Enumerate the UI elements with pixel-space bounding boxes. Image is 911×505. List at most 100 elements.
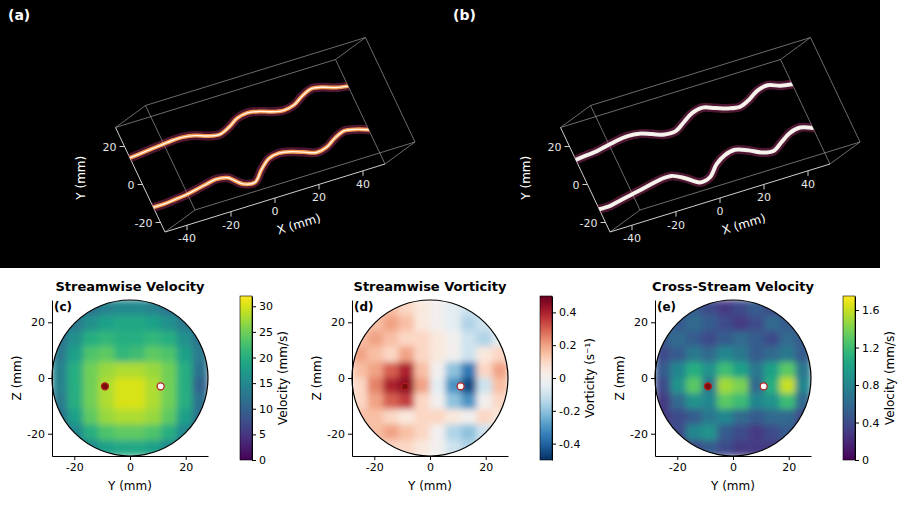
y-tick bbox=[48, 378, 52, 379]
heat-cell bbox=[352, 440, 368, 456]
heat-cell bbox=[655, 425, 671, 441]
colorbar-axis: -0.4-0.200.20.4 bbox=[552, 297, 580, 461]
box-edge bbox=[336, 38, 366, 60]
heatmap-panel: -20020-20020Y (mm)Z (mm)Streamwise Vorti… bbox=[310, 279, 597, 493]
render-panel: -40-2002040-20020X (mm)Y (mm)(b) bbox=[453, 7, 860, 245]
panel-label: (d) bbox=[354, 300, 374, 314]
heat-cell bbox=[130, 316, 146, 332]
heat-cell bbox=[192, 316, 208, 332]
tick: 20 bbox=[479, 456, 493, 474]
heat-cell bbox=[702, 347, 718, 363]
heat-cell bbox=[52, 378, 68, 394]
y-tick bbox=[138, 184, 143, 185]
heat-cell bbox=[702, 316, 718, 332]
heat-cell bbox=[383, 347, 399, 363]
heat-cell bbox=[764, 316, 780, 332]
heat-cell bbox=[733, 409, 749, 425]
heat-cell bbox=[492, 440, 508, 456]
vortex-center bbox=[457, 383, 464, 390]
heat-cell bbox=[671, 394, 687, 410]
heat-cell bbox=[446, 394, 462, 410]
heat-cell bbox=[655, 362, 671, 378]
x-tick-label: 20 bbox=[179, 461, 193, 474]
heat-cell bbox=[702, 425, 718, 441]
heat-cell bbox=[352, 378, 368, 394]
tick: 0.2 bbox=[552, 339, 577, 352]
y-axis-title: Z (mm) bbox=[613, 356, 627, 401]
heatmap-cells bbox=[655, 300, 811, 456]
x-tick-label: 20 bbox=[782, 461, 796, 474]
heat-cell bbox=[702, 394, 718, 410]
vortex-lines bbox=[576, 84, 813, 209]
panel-title: Cross-Stream Velocity bbox=[652, 279, 814, 294]
y-tick bbox=[565, 146, 570, 147]
vortex-center bbox=[401, 383, 408, 390]
heat-cell bbox=[795, 300, 811, 316]
colorbar-tick bbox=[252, 460, 256, 461]
heat-cell bbox=[83, 425, 99, 441]
heat-cell bbox=[383, 362, 399, 378]
heat-cell bbox=[161, 394, 177, 410]
y-axis-title: Y (mm) bbox=[74, 156, 88, 201]
x-tick bbox=[231, 212, 232, 217]
y-tick-label: 20 bbox=[331, 316, 345, 329]
y-tick-label: 0 bbox=[338, 372, 345, 385]
panel-label: (c) bbox=[54, 300, 72, 314]
heat-cell bbox=[477, 362, 493, 378]
x-axis: -20020 bbox=[656, 456, 812, 474]
tick: 0 bbox=[252, 454, 266, 467]
heat-cell bbox=[430, 425, 446, 441]
vortex-line bbox=[130, 86, 348, 158]
heat-cell bbox=[52, 440, 68, 456]
heat-cell bbox=[686, 425, 702, 441]
heat-cell bbox=[795, 316, 811, 332]
tick: 20 bbox=[331, 316, 352, 329]
heat-cell bbox=[383, 316, 399, 332]
tick: 30 bbox=[252, 300, 273, 313]
heat-cell bbox=[414, 331, 430, 347]
box-edge bbox=[116, 106, 146, 128]
y-axis-title: Z (mm) bbox=[310, 356, 324, 401]
y-tick bbox=[651, 322, 655, 323]
heat-cell bbox=[764, 362, 780, 378]
x-axis-line bbox=[610, 164, 830, 232]
heat-cell bbox=[177, 331, 193, 347]
heat-cell bbox=[733, 425, 749, 441]
heat-cell bbox=[99, 347, 115, 363]
x-tick-label: -20 bbox=[667, 219, 685, 232]
plot-area bbox=[655, 300, 811, 456]
panel-label: (a) bbox=[8, 7, 30, 23]
heatmap-panel: -20020-20020Y (mm)Z (mm)Streamwise Veloc… bbox=[10, 279, 290, 493]
heat-cell bbox=[430, 394, 446, 410]
y-tick-label: 0 bbox=[128, 179, 135, 192]
heat-cell bbox=[130, 425, 146, 441]
heat-cell bbox=[780, 440, 796, 456]
heat-cell bbox=[83, 394, 99, 410]
heat-cell bbox=[114, 331, 130, 347]
heat-cell bbox=[686, 378, 702, 394]
heat-cell bbox=[68, 409, 84, 425]
tick: 0 bbox=[127, 456, 134, 474]
pipe-wall bbox=[352, 300, 508, 456]
y-tick bbox=[48, 434, 52, 435]
box-edge bbox=[165, 210, 195, 232]
y-tick bbox=[348, 322, 352, 323]
tick: -20 bbox=[66, 456, 84, 474]
heat-cell bbox=[414, 425, 430, 441]
colorbar-tick-label: 0.8 bbox=[862, 379, 880, 392]
heat-cell bbox=[161, 347, 177, 363]
colorbar-tick-label: 30 bbox=[259, 300, 273, 313]
heat-cell bbox=[655, 316, 671, 332]
tick: 5 bbox=[252, 428, 266, 441]
x-tick bbox=[187, 225, 188, 230]
y-tick-label: -20 bbox=[580, 217, 598, 230]
heat-cell bbox=[161, 331, 177, 347]
x-tick bbox=[74, 456, 75, 460]
heat-cell bbox=[399, 347, 415, 363]
heat-cell bbox=[764, 394, 780, 410]
vortex-line bbox=[153, 129, 368, 207]
heatmap-cells bbox=[52, 300, 208, 456]
vortex-line bbox=[153, 129, 368, 207]
colorbar-axis: 051015202530 bbox=[252, 297, 273, 468]
axis-line bbox=[655, 301, 656, 457]
